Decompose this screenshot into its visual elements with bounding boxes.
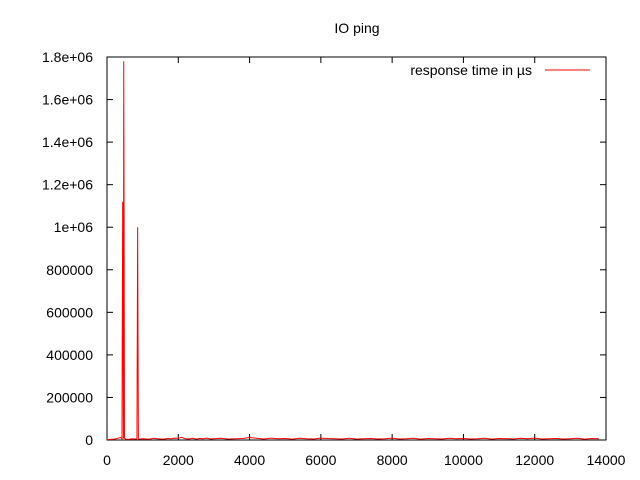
x-tick-label: 12000 [515, 452, 554, 468]
plot-frame [106, 56, 607, 441]
x-tick-label: 4000 [234, 452, 265, 468]
x-tick-label: 10000 [444, 452, 483, 468]
legend: response time in µs [410, 62, 590, 78]
y-tick-label: 800000 [46, 262, 93, 278]
x-tick-label: 2000 [163, 452, 194, 468]
y-tick-label: 1.2e+06 [42, 177, 93, 193]
chart-title: IO ping [334, 20, 379, 36]
x-axis: 0 2000 4000 6000 8000 10000 12000 14000 [103, 57, 626, 468]
legend-label: response time in µs [410, 62, 532, 78]
y-tick-label: 1.6e+06 [42, 92, 93, 108]
y-tick-label: 1e+06 [54, 219, 94, 235]
y-tick-label: 200000 [46, 389, 93, 405]
x-tick-label: 6000 [305, 452, 336, 468]
series-group [106, 61, 599, 441]
y-tick-label: 600000 [46, 304, 93, 320]
y-tick-label: 400000 [46, 347, 93, 363]
y-tick-label: 1.4e+06 [42, 134, 93, 150]
x-tick-label: 14000 [587, 452, 626, 468]
x-tick-label: 8000 [377, 452, 408, 468]
y-tick-label: 0 [85, 432, 93, 448]
x-tick-label: 0 [103, 452, 111, 468]
series-line [106, 61, 599, 441]
y-tick-label: 1.8e+06 [42, 49, 93, 65]
y-axis: 0 200000 400000 600000 800000 1e+06 1.2e+06 1.4… [42, 49, 606, 448]
